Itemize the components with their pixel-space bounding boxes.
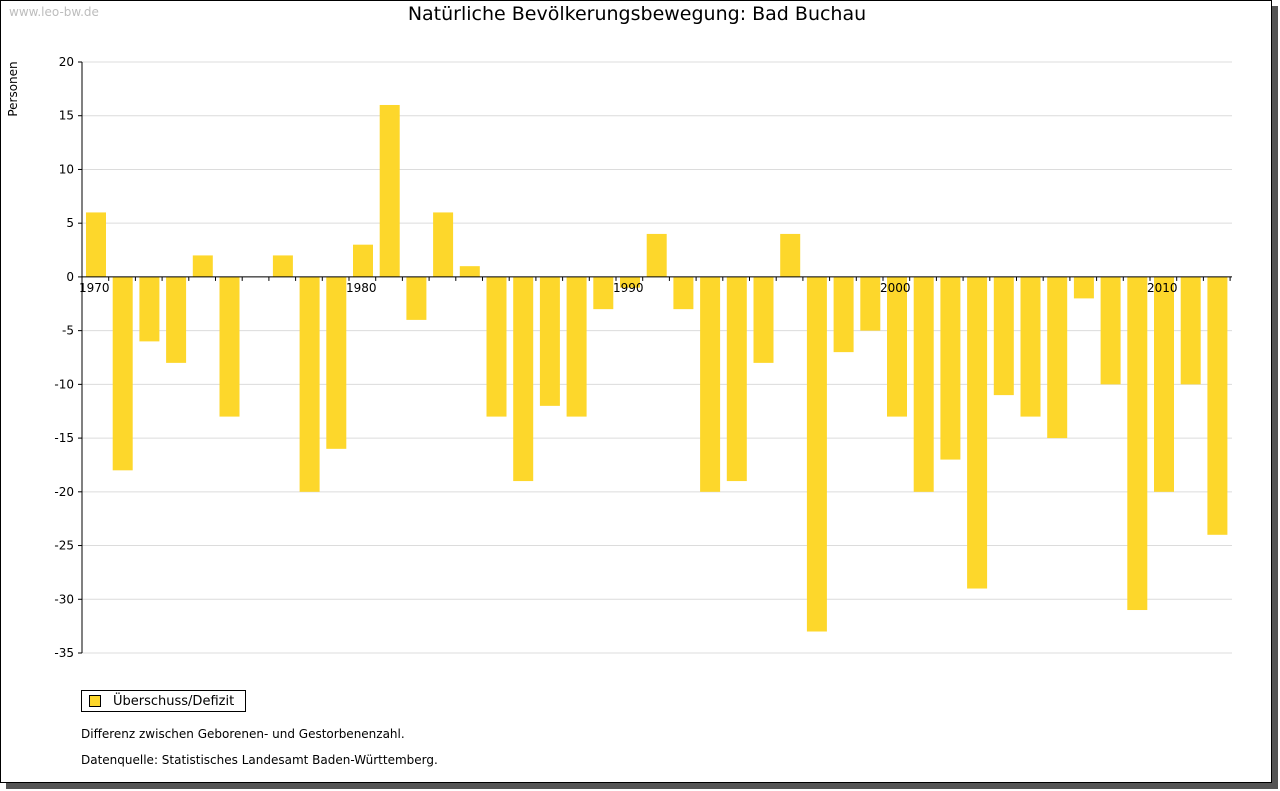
description-note: Differenz zwischen Geborenen- und Gestor… [81, 727, 405, 741]
bar [887, 276, 907, 417]
bar [139, 276, 160, 342]
bar [433, 212, 454, 277]
source-note: Datenquelle: Statistisches Landesamt Bad… [81, 753, 438, 767]
bar [1180, 276, 1201, 385]
bar [673, 276, 694, 310]
bar [1047, 276, 1068, 439]
bar [860, 276, 881, 331]
y-tick-label: -30 [54, 592, 74, 606]
bars [86, 104, 1228, 632]
y-tick-label: 20 [59, 55, 74, 69]
legend-swatch [89, 695, 101, 707]
bar [486, 276, 507, 417]
bar [219, 276, 240, 417]
bar [780, 233, 801, 277]
axes [78, 61, 1232, 654]
bar [940, 276, 961, 460]
bar [993, 276, 1014, 396]
tick-labels: 20 15 10 5 0 -5 -10 -15 -20 -25 -30 -35 1970 1980 1990… [54, 55, 1177, 660]
y-tick-label: -15 [54, 431, 74, 445]
bar [806, 276, 827, 632]
bar [913, 276, 934, 492]
bar [353, 244, 373, 277]
bar [513, 276, 534, 482]
watermark: www.leo-bw.de [9, 5, 99, 19]
bar [1020, 276, 1041, 417]
bar [112, 276, 133, 471]
bar [299, 276, 320, 492]
bar [967, 276, 988, 589]
bar [620, 276, 640, 288]
legend-label: Überschuss/Defizit [113, 693, 235, 709]
x-tick-label: 1980 [346, 281, 377, 295]
bar [272, 255, 293, 277]
x-tick-label: 2010 [1147, 281, 1178, 295]
y-tick-label: 0 [66, 270, 74, 284]
y-tick-label: 15 [59, 109, 74, 123]
bar [753, 276, 774, 363]
bar [192, 255, 213, 277]
x-tick-label: 2000 [880, 281, 911, 295]
y-tick-label: -35 [54, 646, 74, 660]
bar [1100, 276, 1121, 385]
bar [459, 266, 480, 277]
bar [833, 276, 854, 353]
x-tick-label: 1990 [613, 281, 644, 295]
bar [1073, 276, 1094, 299]
bar [646, 233, 667, 277]
y-tick-label: -25 [54, 539, 74, 553]
chart-title: Natürliche Bevölkerungsbewegung: Bad Buc… [407, 3, 867, 25]
legend: Überschuss/Defizit [81, 690, 247, 712]
bar [700, 276, 721, 492]
bar [406, 276, 427, 320]
bar [539, 276, 560, 406]
y-tick-label: 10 [59, 162, 74, 176]
bar [1127, 276, 1148, 611]
y-tick-label: -20 [54, 485, 74, 499]
bar [86, 212, 106, 277]
bar [379, 104, 400, 277]
x-tick-label: 1970 [79, 281, 110, 295]
bar [166, 276, 187, 363]
y-tick-label: -5 [62, 324, 74, 338]
bar [1207, 276, 1228, 535]
bar [726, 276, 747, 482]
y-tick-label: -10 [54, 377, 74, 391]
y-tick-label: 5 [66, 216, 74, 230]
bar [1154, 276, 1174, 492]
bar [593, 276, 614, 310]
bar [326, 276, 347, 449]
bar [566, 276, 587, 417]
